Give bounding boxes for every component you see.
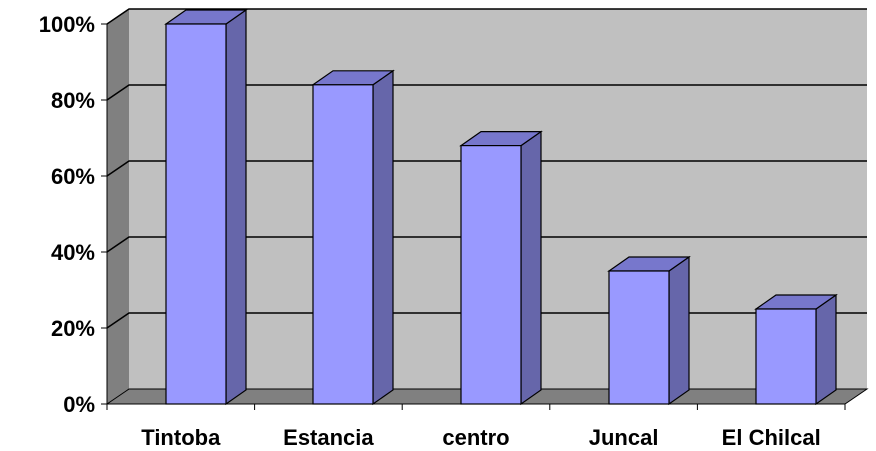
bar-front	[312, 84, 374, 405]
bar-side	[372, 69, 394, 406]
axes	[106, 24, 845, 405]
bar-side	[225, 8, 247, 406]
bar-side	[815, 293, 837, 406]
x-tick-label: Tintoba	[141, 425, 221, 450]
y-tick-label: 20%	[51, 316, 95, 341]
bar-side	[668, 255, 690, 406]
gridline	[106, 84, 867, 101]
x-tick-label: centro	[442, 425, 509, 450]
x-tick-label: El Chilcal	[722, 425, 821, 450]
x-tick-label: Juncal	[589, 425, 659, 450]
gridlines	[106, 8, 867, 329]
x-axis-ticks: Tintoba Estancia centro Juncal El Chilcal	[106, 404, 846, 450]
gridline	[106, 160, 867, 177]
bar-juncal	[607, 255, 691, 406]
y-tick-label: 100%	[39, 12, 95, 37]
bar-side	[520, 130, 542, 406]
bar-centro	[459, 130, 543, 406]
bars	[164, 8, 838, 406]
gridline	[106, 8, 867, 25]
bar-front	[608, 270, 670, 405]
bar-tintoba	[164, 8, 248, 406]
bar-el-chilcal	[754, 293, 838, 406]
bar-front	[755, 308, 817, 405]
y-tick-label: 80%	[51, 88, 95, 113]
bar-estancia	[311, 69, 395, 406]
bar-front	[165, 23, 227, 405]
plot-side-wall	[107, 9, 129, 404]
x-tick-label: Estancia	[283, 425, 374, 450]
gridline	[106, 236, 867, 253]
y-tick-label: 0%	[63, 392, 95, 417]
y-axis-ticks: 0% 20% 40% 60% 80% 100%	[39, 12, 107, 417]
bar-front	[460, 145, 522, 405]
y-tick-label: 40%	[51, 240, 95, 265]
y-tick-label: 60%	[51, 164, 95, 189]
